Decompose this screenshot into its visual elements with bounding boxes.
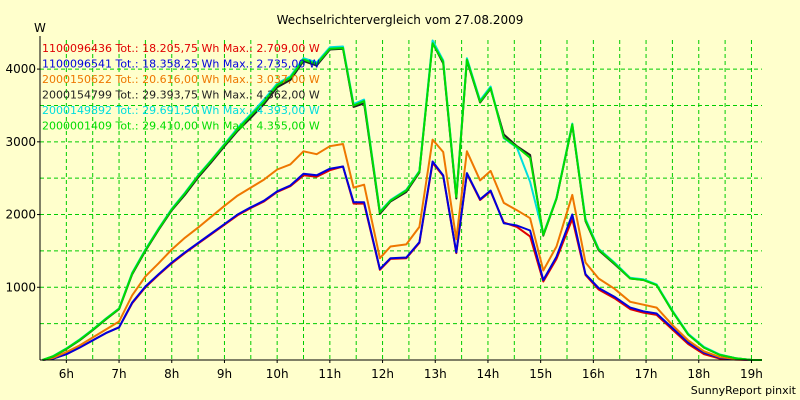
y-tick-label: 4000 (5, 62, 36, 76)
legend: 1100096436 Tot.: 18.205,75 Wh Max.: 2.70… (42, 42, 320, 133)
x-tick-labels: 6h 7h 8h 9h 10h 11h 12h 13h 14h 15h 16h 17h 18h 19h (59, 367, 763, 381)
x-tick-label: 13h (424, 367, 447, 381)
x-tick-label: 7h (111, 367, 126, 381)
grid (40, 40, 762, 360)
y-axis-label: W (34, 21, 46, 35)
legend-entry-5: 2000149892 Tot.: 29.691,50 Wh Max.: 4.39… (42, 104, 320, 117)
series-line-3 (42, 138, 762, 361)
x-tick-label: 18h (687, 367, 710, 381)
x-tick-label: 11h (318, 367, 341, 381)
y-tick-label: 2000 (5, 208, 36, 222)
x-tick-label: 12h (371, 367, 394, 381)
x-tick-label: 17h (635, 367, 658, 381)
legend-entry-2: 1100096541 Tot.: 18.358,25 Wh Max.: 2.73… (42, 58, 320, 71)
series-lines (42, 39, 762, 361)
legend-entry-4: 2000154799 Tot.: 29.393,75 Wh Max.: 4.36… (42, 89, 320, 102)
chart-title: Wechselrichtervergleich vom 27.08.2009 (277, 13, 524, 27)
footer-credit: SunnyReport pinxit (691, 384, 797, 397)
x-tick-label: 19h (740, 367, 763, 381)
x-tick-label: 9h (217, 367, 232, 381)
x-tick-label: 15h (529, 367, 552, 381)
series-line-2 (42, 160, 762, 361)
x-tick-label: 14h (477, 367, 500, 381)
y-tick-labels: 1000 2000 3000 4000 (5, 62, 36, 294)
x-tick-label: 16h (582, 367, 605, 381)
y-tick-label: 3000 (5, 135, 36, 149)
series-line-6 (42, 42, 762, 361)
legend-entry-3: 2000150622 Tot.: 20.616,00 Wh Max.: 3.03… (42, 73, 320, 86)
x-tick-label: 10h (266, 367, 289, 381)
legend-entry-1: 1100096436 Tot.: 18.205,75 Wh Max.: 2.70… (42, 42, 320, 55)
axes (37, 36, 762, 363)
y-tick-label: 1000 (5, 280, 36, 294)
legend-entry-6: 2000001409 Tot.: 29.410,00 Wh Max.: 4.35… (42, 120, 320, 133)
x-tick-label: 6h (59, 367, 74, 381)
x-tick-label: 8h (164, 367, 179, 381)
